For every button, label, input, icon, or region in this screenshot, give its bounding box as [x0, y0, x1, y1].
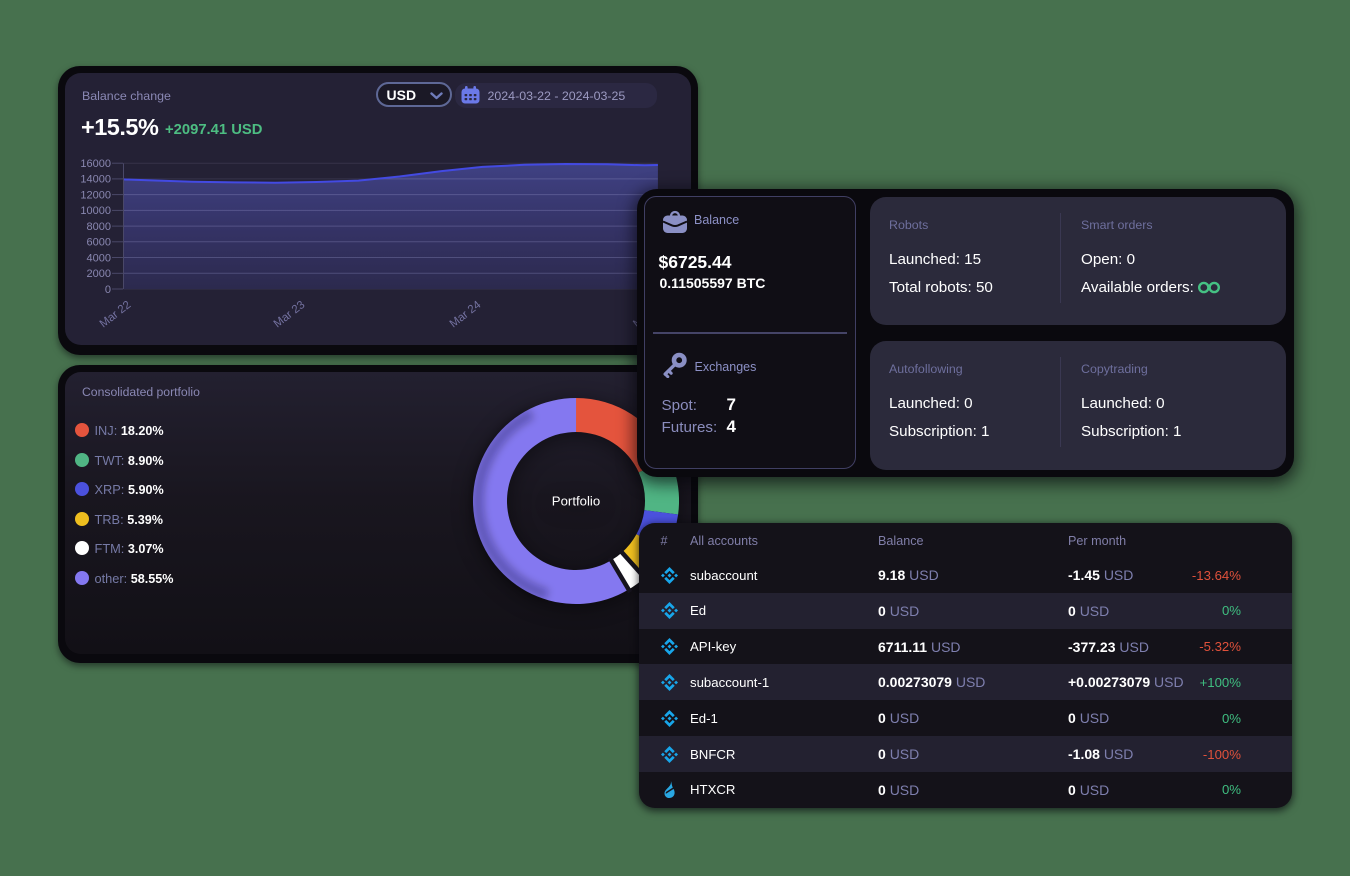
svg-text:0: 0: [105, 284, 111, 296]
svg-text:Mar 22: Mar 22: [98, 299, 134, 330]
svg-text:6000: 6000: [87, 237, 111, 249]
svg-text:Mar 23: Mar 23: [272, 299, 308, 330]
svg-text:8000: 8000: [87, 221, 111, 233]
svg-text:16000: 16000: [80, 158, 111, 170]
svg-text:12000: 12000: [80, 189, 111, 201]
svg-text:Mar 24: Mar 24: [448, 299, 484, 331]
svg-text:4000: 4000: [87, 252, 111, 264]
svg-text:14000: 14000: [80, 174, 111, 186]
svg-text:2000: 2000: [87, 268, 111, 280]
svg-text:Portfolio: Portfolio: [552, 494, 600, 509]
svg-text:10000: 10000: [80, 205, 111, 217]
